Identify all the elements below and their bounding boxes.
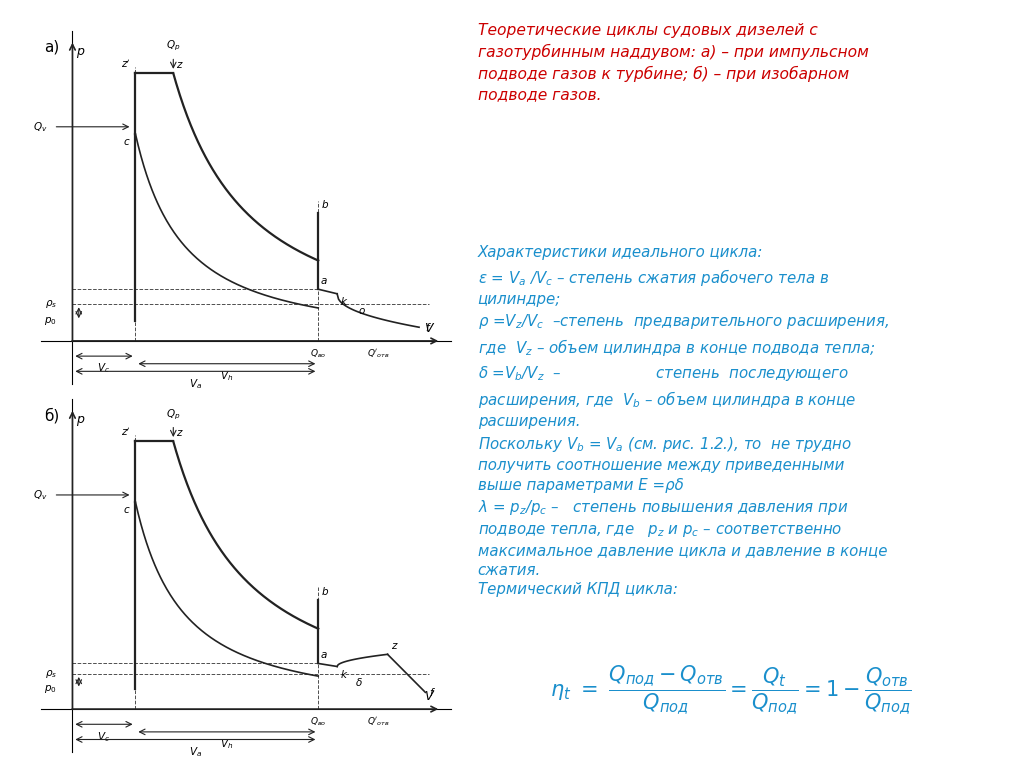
- Text: $z'$: $z'$: [121, 58, 131, 71]
- Text: $k$: $k$: [340, 668, 348, 680]
- Text: $\delta$: $\delta$: [355, 676, 364, 688]
- Text: $Q_{во}$: $Q_{во}$: [310, 716, 327, 729]
- Text: $z$: $z$: [176, 429, 184, 439]
- Text: $V_c$: $V_c$: [97, 361, 111, 375]
- Text: б): б): [44, 408, 59, 423]
- Text: $c$: $c$: [123, 505, 131, 515]
- Text: $f$: $f$: [425, 321, 432, 333]
- Text: $p$: $p$: [76, 414, 85, 428]
- Text: $z'$: $z'$: [121, 426, 131, 439]
- Text: $p$: $p$: [76, 46, 85, 60]
- Text: $V$: $V$: [424, 690, 435, 703]
- Text: $Q'_{отв}$: $Q'_{отв}$: [367, 347, 389, 360]
- Text: $p_0$: $p_0$: [44, 683, 56, 696]
- Text: Характеристики идеального цикла:
ε = $V_a$ /$V_c$ – степень сжатия рабочего тела: Характеристики идеального цикла: ε = $V_…: [477, 245, 889, 597]
- Text: Теоретические циклы судовых дизелей с
газотурбинным наддувом: а) – при импульсно: Теоретические циклы судовых дизелей с га…: [477, 23, 868, 103]
- Text: $f$: $f$: [428, 686, 435, 698]
- Text: $V_h$: $V_h$: [220, 369, 233, 383]
- Text: $o$: $o$: [357, 306, 366, 316]
- Text: $b$: $b$: [322, 198, 330, 210]
- Text: $\rho_s$: $\rho_s$: [44, 298, 56, 311]
- Text: $Q_v$: $Q_v$: [33, 488, 47, 502]
- Text: $V_a$: $V_a$: [188, 745, 202, 759]
- Text: $b$: $b$: [322, 584, 330, 597]
- Text: $\eta_t \ = \ \dfrac{Q_{\mathit{под}} - Q_{\mathit{отв}}}{Q_{\mathit{под}}} = \d: $\eta_t \ = \ \dfrac{Q_{\mathit{под}} - …: [550, 663, 912, 717]
- Text: $Q_p$: $Q_p$: [166, 39, 180, 54]
- Text: $Q_{во}$: $Q_{во}$: [310, 347, 327, 360]
- Text: $a$: $a$: [319, 276, 328, 286]
- Text: $c$: $c$: [123, 137, 131, 147]
- Text: $k$: $k$: [340, 295, 348, 308]
- Text: $a$: $a$: [319, 650, 328, 660]
- Text: $V_c$: $V_c$: [97, 729, 111, 743]
- Text: $Q'_{отв}$: $Q'_{отв}$: [367, 716, 389, 729]
- Text: а): а): [44, 40, 59, 54]
- Text: $V_a$: $V_a$: [188, 377, 202, 390]
- Text: $p_0$: $p_0$: [44, 315, 56, 328]
- Text: $z$: $z$: [391, 641, 398, 651]
- Text: $V_h$: $V_h$: [220, 737, 233, 751]
- Text: $\rho_s$: $\rho_s$: [44, 668, 56, 680]
- Text: $Q_v$: $Q_v$: [33, 120, 47, 133]
- Text: $V$: $V$: [424, 322, 435, 335]
- Text: $z$: $z$: [176, 61, 184, 71]
- Text: $Q_p$: $Q_p$: [166, 407, 180, 422]
